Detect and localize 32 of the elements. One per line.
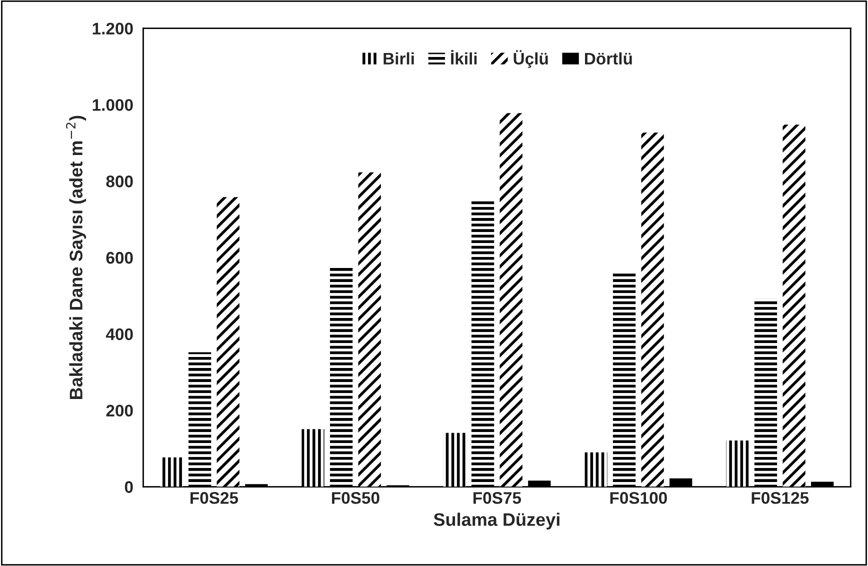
legend-label: Birli — [384, 52, 414, 64]
bar — [188, 352, 212, 487]
bar — [160, 457, 183, 487]
y-tick-label: 200 — [106, 404, 133, 417]
bar — [641, 132, 664, 487]
x-tick-label: F0S125 — [752, 492, 809, 504]
legend-label: Üçlü — [514, 50, 548, 68]
y-tick-label: 800 — [106, 176, 133, 188]
bar — [754, 298, 778, 487]
bar — [782, 124, 806, 487]
bar — [443, 432, 466, 487]
x-tick-label: F0S50 — [332, 492, 380, 504]
y-axis-title: Bakladaki Dane Sayısı (adet m$^{−2}$) — [66, 116, 86, 399]
bar — [302, 429, 324, 487]
y-tick-label: 0 — [124, 481, 133, 493]
y-tick-label: 1.000 — [92, 99, 133, 111]
bar — [726, 440, 749, 487]
bar — [500, 113, 522, 487]
bar — [358, 172, 381, 487]
x-tick-label: F0S25 — [190, 492, 238, 504]
bar — [471, 200, 494, 487]
x-tick-label: F0S100 — [610, 492, 667, 504]
bar — [216, 197, 240, 487]
y-tick-label: 600 — [106, 252, 133, 264]
x-axis-title: Sulama Düzeyi — [434, 512, 560, 530]
bar — [584, 452, 608, 487]
legend-label: Dörtlü — [585, 52, 632, 65]
x-tick-label: F0S75 — [473, 492, 522, 504]
y-tick-label: 1.200 — [92, 22, 133, 35]
legend-label: İkili — [451, 50, 477, 64]
y-tick-label: 400 — [106, 328, 133, 340]
bar — [330, 266, 353, 487]
